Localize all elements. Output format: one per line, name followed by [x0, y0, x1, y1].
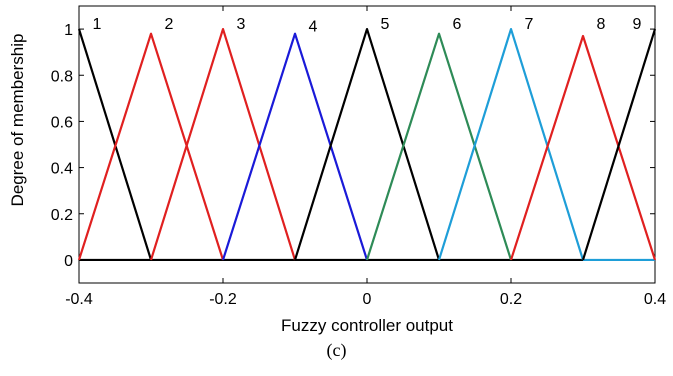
membership-function-8: [509, 34, 657, 261]
y-tick-label: 0: [64, 253, 73, 270]
x-tick-label: 0.4: [644, 291, 666, 308]
membership-function-7: [437, 27, 585, 261]
mf-label-7: 7: [525, 16, 534, 33]
y-tick-label: 0.4: [51, 161, 73, 178]
x-axis-label: Fuzzy controller output: [281, 316, 453, 335]
membership-function-6: [365, 32, 513, 261]
y-tick-label: 0.2: [51, 207, 73, 224]
mf-label-3: 3: [237, 16, 246, 33]
y-axis-label: Degree of membership: [8, 34, 27, 207]
x-tick-label: -0.4: [65, 291, 93, 308]
membership-function-4: [221, 32, 369, 261]
y-tick-label: 1: [64, 22, 73, 39]
plot-area: [78, 5, 656, 284]
y-tick-label: 0.8: [51, 68, 73, 85]
y-tick-label: 0.6: [51, 114, 73, 131]
series-group: [77, 27, 657, 261]
mf-labels: 1 2 3 4 5 6 7 8 9: [93, 16, 642, 35]
membership-function-3: [149, 27, 297, 261]
membership-function-9: [581, 28, 657, 261]
x-tick-label: -0.2: [209, 291, 237, 308]
mf-label-6: 6: [453, 16, 462, 33]
mf-label-9: 9: [633, 16, 642, 33]
x-tick-label: 0: [363, 291, 372, 308]
mf-label-1: 1: [93, 16, 102, 33]
y-axis: 0 0.2 0.4 0.6 0.8 1: [51, 22, 655, 270]
x-tick-label: 0.2: [500, 291, 522, 308]
figure-caption: (c): [326, 340, 347, 360]
mf-label-8: 8: [597, 16, 606, 33]
membership-function-5: [293, 27, 441, 261]
x-axis: -0.4 -0.2 0 0.2 0.4: [65, 6, 666, 308]
mf-label-2: 2: [165, 16, 174, 33]
mf-label-4: 4: [309, 18, 318, 35]
mf-label-5: 5: [381, 16, 390, 33]
membership-function-2: [77, 32, 225, 261]
